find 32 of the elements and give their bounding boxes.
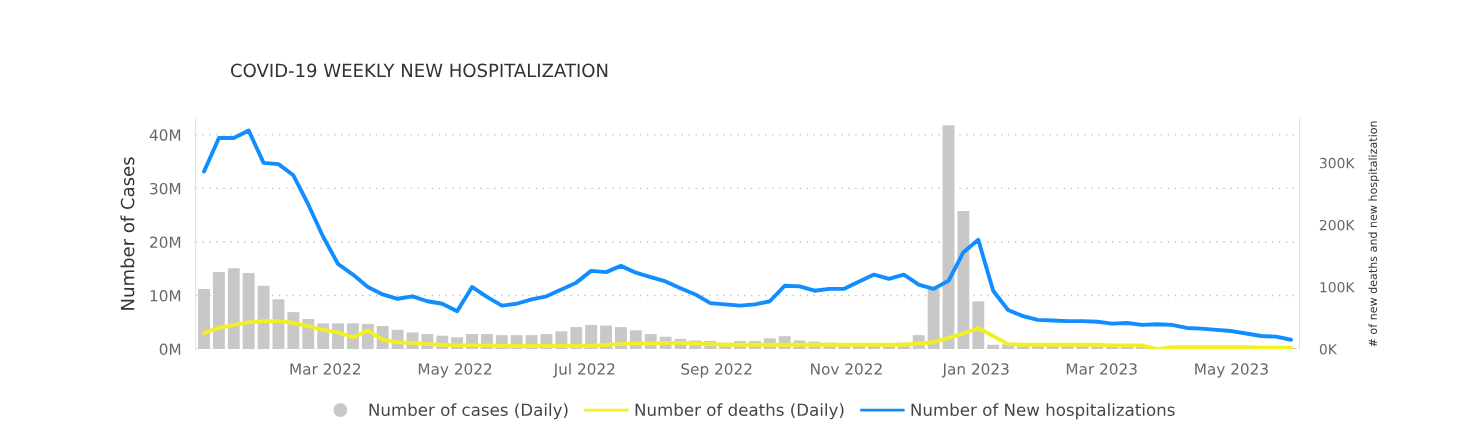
y2-axis-title: # of new deaths and new hospitalization [1368, 121, 1380, 347]
y-tick-label: 10M [150, 289, 181, 302]
y2-tick-label: 100K [1320, 281, 1355, 293]
x-tick-label: Nov 2022 [811, 363, 882, 375]
line-series [202, 128, 1293, 342]
x-tick-label: Mar 2023 [1066, 363, 1137, 375]
x-tick-label: May 2022 [418, 363, 492, 378]
legend-label: Number of cases (Daily) [369, 403, 568, 420]
y2-tick-label: 200K [1319, 219, 1355, 231]
x-tick-label: Sep 2022 [681, 363, 752, 378]
legend-label: Number of deaths (Daily) [635, 403, 844, 420]
bar [212, 271, 225, 350]
x-tick-label: Jan 2023 [941, 363, 1009, 378]
x-tick-label: Mar 2022 [290, 363, 361, 375]
x-tick-label: Jul 2022 [552, 362, 615, 378]
y-tick-label: 40M [149, 129, 181, 141]
y-axis-title: Number of Cases [120, 157, 135, 310]
y-tick-label: 20M [150, 236, 181, 248]
x-tick-label: May 2023 [1195, 363, 1268, 378]
bar [242, 273, 255, 350]
chart-title: COVID-19 WEEKLY NEW HOSPITALIZATION [231, 63, 608, 78]
y-tick-label: 30M [150, 182, 181, 195]
bar [927, 288, 940, 350]
bar [227, 268, 240, 350]
bar [972, 301, 985, 350]
legend-label: Number of New hospitalizations [911, 403, 1175, 420]
bar [957, 210, 970, 350]
y2-tick-label: 0K [1319, 344, 1338, 355]
y-tick-label: 0M [159, 343, 181, 356]
bar [257, 285, 270, 350]
y2-tick-label: 300K [1319, 157, 1355, 169]
bar [987, 344, 1000, 350]
